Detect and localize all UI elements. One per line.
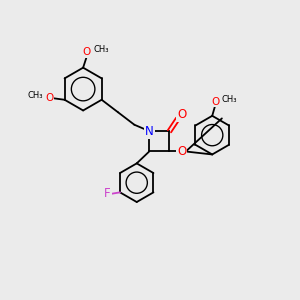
Text: F: F [104, 187, 111, 200]
Text: N: N [145, 125, 154, 138]
Text: O: O [177, 108, 187, 121]
Text: O: O [82, 47, 91, 57]
Text: O: O [45, 93, 53, 103]
Text: CH₃: CH₃ [222, 95, 237, 104]
Text: O: O [211, 97, 219, 106]
Text: O: O [177, 145, 187, 158]
Text: CH₃: CH₃ [93, 45, 109, 54]
Text: CH₃: CH₃ [27, 92, 43, 100]
